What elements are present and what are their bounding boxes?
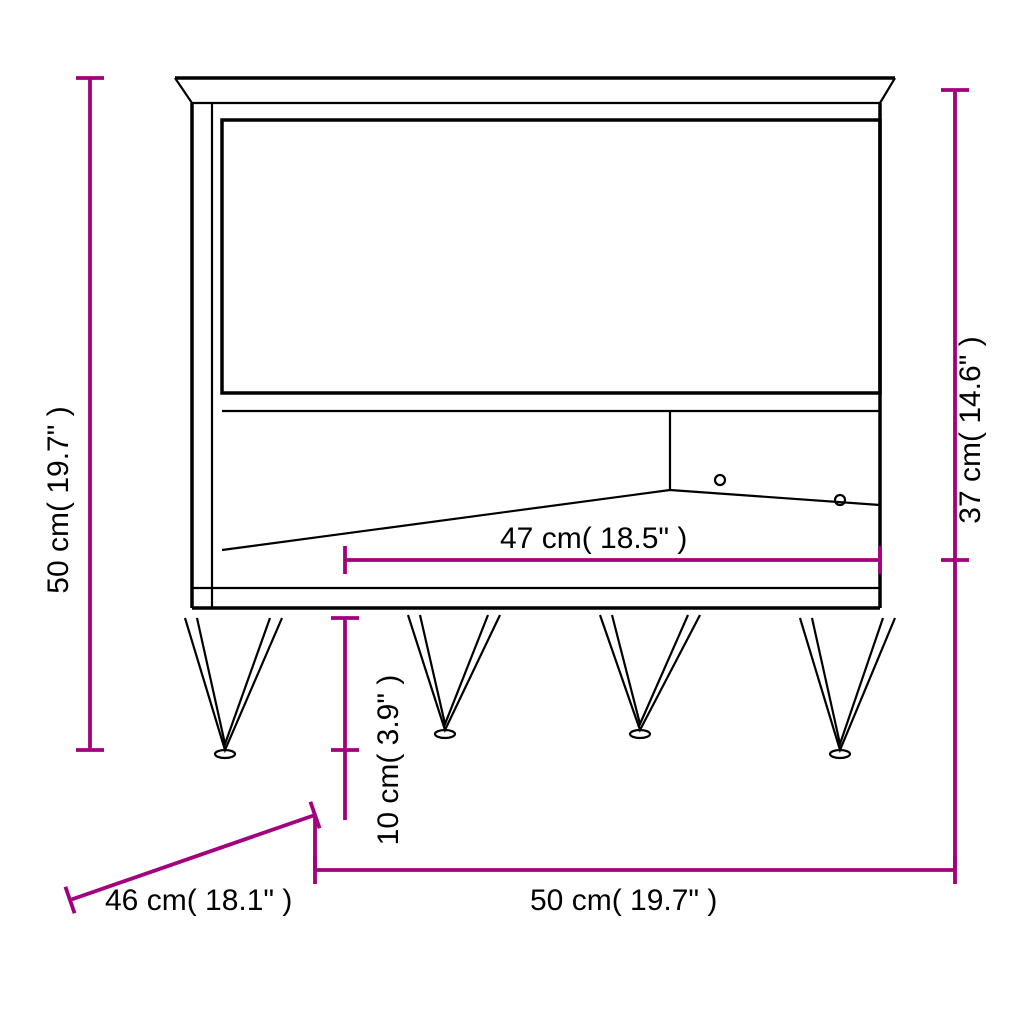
hairpin-leg-0: [185, 618, 282, 758]
hairpin-leg-2: [600, 615, 700, 738]
hairpin-leg-3: [800, 618, 895, 758]
dimension-label: 50 cm( 19.7" ): [42, 406, 75, 593]
dimension-label: 37 cm( 14.6" ): [954, 336, 987, 523]
cable-hole-1: [835, 495, 845, 505]
top-right-bevel: [880, 78, 895, 103]
top-left-bevel: [175, 78, 192, 103]
cable-hole-0: [715, 475, 725, 485]
dimension-label: 50 cm( 19.7" ): [530, 884, 717, 917]
shelf-back-right: [670, 490, 880, 505]
drawer-front: [222, 120, 880, 393]
dimension-label: 10 cm( 3.9" ): [372, 675, 405, 846]
dimension-label: 46 cm( 18.1" ): [105, 884, 292, 917]
hairpin-leg-1: [408, 615, 500, 738]
dimension-label: 47 cm( 18.5" ): [500, 522, 687, 555]
